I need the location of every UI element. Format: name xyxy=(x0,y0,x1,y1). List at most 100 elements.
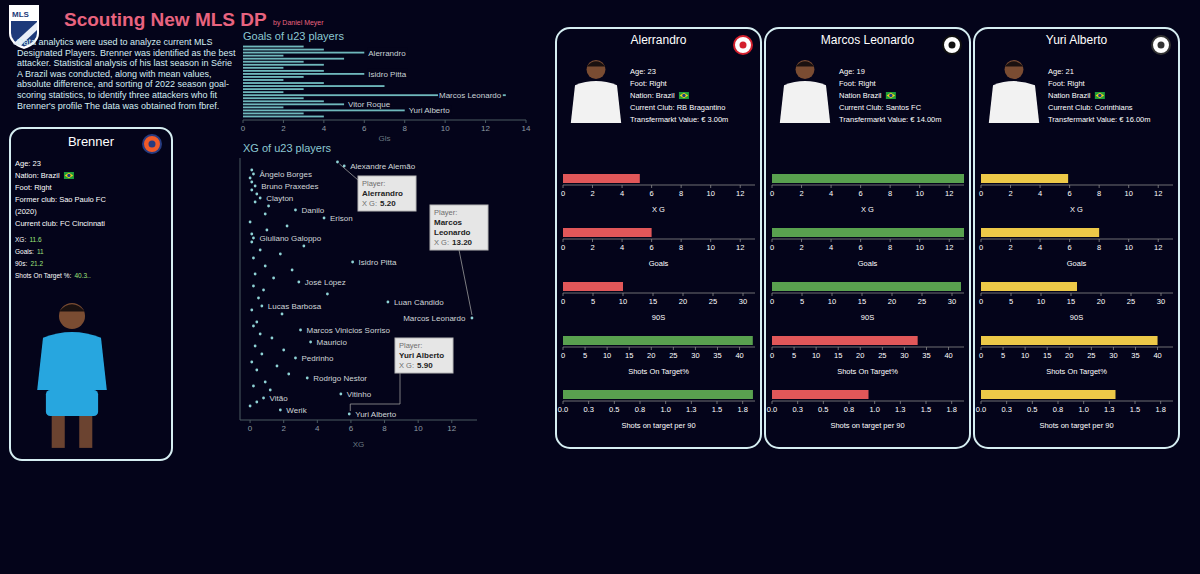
tick xyxy=(283,120,284,123)
tick-label: 0.5 xyxy=(818,405,828,414)
player-name: Brenner xyxy=(68,134,115,149)
point-label: Pedrinho xyxy=(301,354,334,363)
crest-core xyxy=(949,42,956,49)
point xyxy=(279,253,282,256)
point xyxy=(339,393,342,396)
stat-label: Shots On Target %: xyxy=(15,272,71,280)
tick-label: 25 xyxy=(1087,351,1095,360)
tick-label: 4 xyxy=(620,189,624,198)
tick xyxy=(1135,401,1136,404)
point xyxy=(267,205,270,208)
tick-label: 10 xyxy=(812,351,820,360)
tick xyxy=(948,347,949,350)
club-crest xyxy=(734,36,752,54)
metric-bar xyxy=(563,390,753,399)
info-line: Transfermarkt Value: € 3.00m xyxy=(630,115,728,124)
tick xyxy=(1128,239,1129,242)
tick xyxy=(919,185,920,188)
tick xyxy=(629,347,630,350)
tick xyxy=(243,120,244,123)
tick xyxy=(981,401,982,404)
point xyxy=(276,365,279,368)
metric-bar xyxy=(772,336,918,345)
tick-label: 35 xyxy=(713,351,721,360)
info-line: Current Club: Corinthians xyxy=(1048,103,1133,112)
tick xyxy=(949,185,950,188)
tick-label: 12 xyxy=(1154,189,1162,198)
point xyxy=(249,221,252,224)
tick-label: 8 xyxy=(402,124,407,133)
tick xyxy=(890,239,891,242)
tick xyxy=(1003,347,1004,350)
photo-head xyxy=(59,303,85,329)
bar-label: Marcos Leonardo xyxy=(439,91,502,100)
axis-line xyxy=(563,239,755,240)
point xyxy=(259,333,262,336)
point xyxy=(287,373,290,376)
point xyxy=(255,321,258,324)
tick-label: 15 xyxy=(649,297,657,306)
tick-label: 1.5 xyxy=(1130,405,1140,414)
tick xyxy=(816,347,817,350)
tick xyxy=(651,347,652,350)
tick xyxy=(1099,185,1100,188)
bar xyxy=(243,113,304,115)
point-label: Luan Cândido xyxy=(394,298,444,307)
player-photo xyxy=(780,60,830,123)
point xyxy=(259,197,262,200)
flag-field xyxy=(886,92,896,99)
info-line: Current Club: Santos FC xyxy=(839,103,922,112)
metric-title: Shots On Target% xyxy=(1046,367,1107,376)
info-line: Current Club: RB Bragantino xyxy=(630,103,725,112)
tick-label: 1.5 xyxy=(712,405,722,414)
tick xyxy=(838,347,839,350)
tick xyxy=(1158,185,1159,188)
tick-label: 10 xyxy=(1037,297,1045,306)
tick-label: 1.3 xyxy=(895,405,905,414)
metric-bar-group xyxy=(772,174,964,183)
tick xyxy=(981,239,982,242)
tick-label: 30 xyxy=(1157,297,1165,306)
point-label: Vitinho xyxy=(347,390,372,399)
tick-label: 6 xyxy=(859,189,863,198)
point xyxy=(265,229,268,232)
tick xyxy=(651,239,652,242)
point xyxy=(260,305,263,308)
info-line: Nation Brazil xyxy=(839,91,882,100)
tick xyxy=(981,347,982,350)
tick xyxy=(623,293,624,296)
tick xyxy=(526,120,527,123)
axis-line xyxy=(981,293,1173,294)
point xyxy=(250,181,253,184)
axis-line xyxy=(563,293,755,294)
tick-label: 10 xyxy=(828,297,836,306)
point xyxy=(299,329,302,332)
tick-label: 10 xyxy=(1021,351,1029,360)
photo-head xyxy=(587,60,606,79)
tick xyxy=(890,185,891,188)
tick xyxy=(317,420,318,423)
tick xyxy=(832,293,833,296)
tick xyxy=(1040,239,1041,242)
tick-label: 30 xyxy=(739,297,747,306)
bar xyxy=(243,55,283,57)
metric-title: X G xyxy=(861,205,874,214)
point xyxy=(262,397,265,400)
club-crest xyxy=(943,36,961,54)
tick xyxy=(831,185,832,188)
axis-line xyxy=(563,185,755,186)
point xyxy=(252,325,255,328)
info-line: Age: 19 xyxy=(839,67,865,76)
tick xyxy=(892,293,893,296)
tick-label: 25 xyxy=(918,297,926,306)
tick xyxy=(1032,401,1033,404)
tick-label: 6 xyxy=(349,424,354,433)
tick-label: 0.0 xyxy=(767,405,777,414)
tick xyxy=(622,239,623,242)
point xyxy=(348,413,351,416)
tick-label: 10 xyxy=(916,189,924,198)
point xyxy=(297,281,300,284)
tooltip-box xyxy=(430,205,488,250)
tick xyxy=(250,420,251,423)
tick-label: 10 xyxy=(916,243,924,252)
